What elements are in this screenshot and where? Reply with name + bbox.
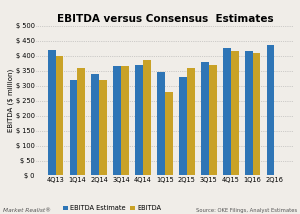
- Bar: [56, 56, 64, 175]
- Bar: [201, 62, 209, 175]
- Bar: [70, 80, 77, 175]
- Bar: [135, 65, 143, 175]
- Bar: [48, 50, 56, 175]
- Bar: [231, 51, 239, 175]
- Title: EBITDA versus Consensus  Estimates: EBITDA versus Consensus Estimates: [57, 13, 273, 24]
- Legend: EBITDA Estimate, EBITDA: EBITDA Estimate, EBITDA: [60, 203, 164, 214]
- Text: Market Realist®: Market Realist®: [3, 208, 51, 213]
- Bar: [143, 60, 151, 175]
- Bar: [92, 74, 99, 175]
- Bar: [179, 77, 187, 175]
- Bar: [121, 66, 129, 175]
- Bar: [157, 72, 165, 175]
- Bar: [187, 68, 195, 175]
- Bar: [244, 51, 253, 175]
- Bar: [165, 92, 173, 175]
- Bar: [223, 48, 231, 175]
- Bar: [77, 68, 86, 175]
- Text: Source: OKE Filings, Analyst Estimates: Source: OKE Filings, Analyst Estimates: [196, 208, 297, 213]
- Bar: [99, 80, 107, 175]
- Bar: [209, 65, 217, 175]
- Y-axis label: EBITDA ($ million): EBITDA ($ million): [8, 69, 14, 132]
- Bar: [113, 66, 121, 175]
- Bar: [253, 53, 260, 175]
- Bar: [266, 45, 274, 175]
